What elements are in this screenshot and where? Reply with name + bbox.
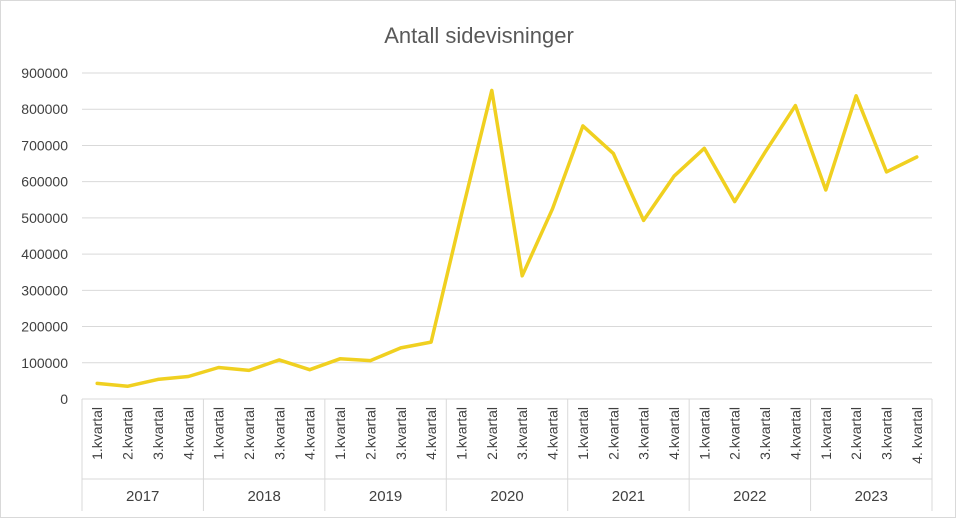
y-tick-label: 0: [60, 391, 68, 407]
x-group-label: 2017: [126, 488, 159, 505]
x-group-label: 2021: [612, 488, 645, 505]
x-tick-label: 4.kvartal: [423, 407, 439, 460]
x-tick-label: 4. kvartal: [909, 407, 925, 464]
x-tick-label: 3.kvartal: [393, 407, 409, 460]
x-tick-label: 2.kvartal: [605, 407, 621, 460]
x-tick-label: 3.kvartal: [636, 407, 652, 460]
x-tick-label: 2.kvartal: [241, 407, 257, 460]
series-lines: [95, 88, 919, 389]
x-tick-label: 1.kvartal: [575, 407, 591, 460]
x-tick-label: 1.kvartal: [332, 407, 348, 460]
y-tick-label: 400000: [21, 246, 68, 262]
y-tick-label: 700000: [21, 137, 68, 153]
x-tick-label: 1.kvartal: [453, 407, 469, 460]
y-tick-label: 600000: [21, 174, 68, 190]
chart-title: Antall sidevisninger: [384, 23, 574, 48]
x-tick-label: 1.kvartal: [818, 407, 834, 460]
x-tick-label: 2.kvartal: [362, 407, 378, 460]
x-tick-label: 1.kvartal: [211, 407, 227, 460]
y-tick-label: 500000: [21, 210, 68, 226]
y-tick-label: 900000: [21, 65, 68, 81]
x-tick-label: 2.kvartal: [120, 407, 136, 460]
y-axis-tick-labels: 0 100000 200000 300000 400000 500000 600000 700…: [21, 65, 68, 407]
x-tick-label: 3.kvartal: [271, 407, 287, 460]
x-tick-label: 2.kvartal: [484, 407, 500, 460]
x-tick-label: 3.kvartal: [514, 407, 530, 460]
x-group-label: 2019: [369, 488, 402, 505]
x-tick-label: 3.kvartal: [150, 407, 166, 460]
x-tick-label: 3.kvartal: [878, 407, 894, 460]
x-tick-label: 2.kvartal: [727, 407, 743, 460]
series-line: [95, 88, 919, 389]
x-group-label: 2023: [855, 488, 888, 505]
x-tick-label: 1.kvartal: [89, 407, 105, 460]
x-axis: 1.kvartal 2.kvartal 3.kvartal 4.kvartal 1.kv…: [81, 398, 933, 511]
x-group-label: 2018: [247, 488, 280, 505]
y-tick-label: 100000: [21, 355, 68, 371]
gridlines: [82, 72, 932, 364]
x-tick-label: 4.kvartal: [302, 407, 318, 460]
y-tick-label: 300000: [21, 282, 68, 298]
x-group-label: 2022: [733, 488, 766, 505]
x-tick-label: 4.kvartal: [787, 407, 803, 460]
y-tick-label: 800000: [21, 101, 68, 117]
x-tick-label: 4.kvartal: [666, 407, 682, 460]
y-tick-label: 200000: [21, 319, 68, 335]
x-tick-label: 4.kvartal: [545, 407, 561, 460]
x-tick-label: 1.kvartal: [696, 407, 712, 460]
x-tick-label: 4.kvartal: [180, 407, 196, 460]
x-group-label: 2020: [490, 488, 523, 505]
x-tick-label: 3.kvartal: [757, 407, 773, 460]
x-tick-label: 2.kvartal: [848, 407, 864, 460]
